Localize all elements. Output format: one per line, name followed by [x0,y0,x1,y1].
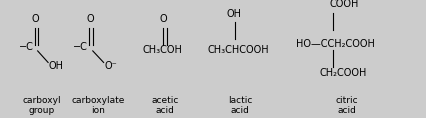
Text: lactic
acid: lactic acid [228,96,252,115]
Text: carboxyl
group: carboxyl group [23,96,61,115]
Text: CH₃COH: CH₃COH [142,45,182,55]
Text: OH: OH [226,8,242,19]
Text: O: O [160,14,167,24]
Text: COOH: COOH [329,0,358,9]
Text: CH₂COOH: CH₂COOH [319,68,366,78]
Text: −C: −C [19,42,34,52]
Text: O⁻: O⁻ [104,61,117,71]
Text: HO—CCH₂COOH: HO—CCH₂COOH [296,39,375,49]
Text: acetic
acid: acetic acid [151,96,178,115]
Text: O: O [32,14,39,24]
Text: OH: OH [49,61,64,71]
Text: O: O [86,14,94,24]
Text: −C: −C [73,42,88,52]
Text: CH₃CHCOOH: CH₃CHCOOH [208,45,270,55]
Text: carboxylate
ion: carboxylate ion [72,96,125,115]
Text: citric
acid: citric acid [335,96,358,115]
